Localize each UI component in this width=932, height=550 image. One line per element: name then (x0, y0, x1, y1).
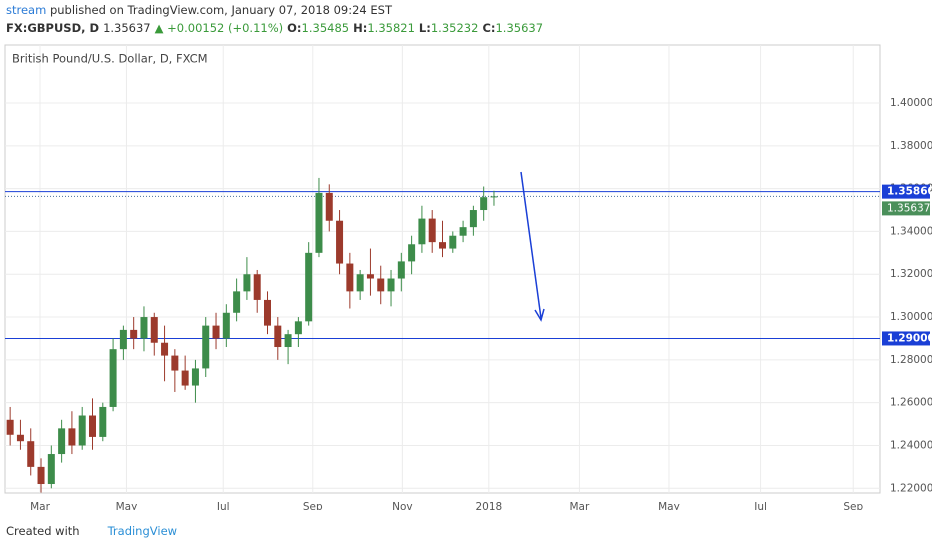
level-label: 1.35860 (887, 186, 932, 198)
symbol: FX:GBPUSD, D (6, 21, 100, 35)
candle-body (140, 317, 148, 339)
x-tick-label: 2018 (475, 501, 502, 510)
x-tick-label: Jul (753, 501, 767, 510)
close-label: C: (482, 21, 496, 35)
candle-body (16, 434, 24, 442)
candle-body (274, 325, 282, 348)
candle-body (325, 192, 333, 221)
last-price-box (882, 201, 930, 216)
candle-body (150, 317, 158, 343)
arrow-head (534, 308, 545, 322)
candle-body (439, 242, 446, 249)
x-tick-label: Jul (216, 501, 230, 510)
candle-body (428, 218, 436, 243)
change: ▲ +0.00152 (+0.11%) (154, 21, 284, 35)
close-value: 1.35637 (495, 21, 544, 35)
candle-body (294, 321, 302, 335)
x-tick-label: May (658, 501, 680, 510)
y-tick-label: 1.28000 (890, 354, 932, 366)
candle-body (356, 274, 364, 292)
candle-body (27, 441, 35, 467)
candle-body (469, 210, 477, 228)
candle-body (99, 406, 107, 437)
candle-body (191, 368, 199, 386)
candle-body (418, 218, 426, 245)
x-tick-label: Sep (843, 501, 863, 510)
candle-body (480, 197, 488, 211)
open-value: 1.35485 (301, 21, 350, 35)
chart-title: British Pound/U.S. Dollar, D, FXCM (12, 52, 208, 66)
chart: British Pound/U.S. Dollar, D, FXCM 1.220… (4, 44, 932, 510)
candle-body (366, 274, 374, 279)
candle-body (243, 274, 251, 292)
candle-body (490, 196, 498, 198)
candle-body (315, 192, 323, 253)
last-price: 1.35637 (103, 21, 151, 35)
candle-body (253, 274, 261, 300)
candle-body (181, 370, 189, 386)
high-label: H: (353, 21, 368, 35)
footer: Created with TradingView (6, 524, 177, 538)
y-tick-label: 1.34000 (890, 225, 932, 237)
brand-link[interactable]: TradingView (107, 524, 178, 538)
candle-body (377, 278, 385, 292)
candle-body (171, 355, 179, 371)
candle-body (6, 419, 14, 435)
candle-body (68, 428, 76, 446)
candle-body (130, 329, 138, 339)
candle-body (459, 227, 467, 236)
level-label-box (882, 184, 930, 199)
last-price-label: 1.35637 (887, 202, 930, 214)
y-tick-label: 1.38000 (890, 140, 932, 152)
candle-body (222, 312, 230, 339)
candle-body (202, 325, 210, 369)
publish-text: published on TradingView.com, January 07… (49, 3, 392, 17)
candle-body (212, 325, 220, 339)
candle-body (109, 349, 117, 407)
open-label: O: (287, 21, 302, 35)
candle-body (408, 244, 416, 262)
low-label: L: (418, 21, 431, 35)
x-tick-label: May (116, 501, 138, 510)
author-link[interactable]: stream (6, 3, 47, 17)
candle-body (161, 342, 169, 356)
publish-line: stream published on TradingView.com, Jan… (6, 3, 392, 17)
candle-body (58, 428, 66, 455)
x-tick-label: Nov (392, 501, 413, 510)
y-tick-label: 1.40000 (890, 97, 932, 109)
y-tick-label: 1.26000 (890, 397, 932, 409)
candle-body (78, 415, 86, 446)
candle-body (47, 454, 55, 485)
candle-body (89, 415, 96, 437)
created-with: Created with (6, 524, 80, 538)
high-value: 1.35821 (367, 21, 415, 35)
quote-line: FX:GBPUSD, D 1.35637 ▲ +0.00152 (+0.11%)… (6, 21, 543, 35)
level-label-box (882, 331, 930, 346)
x-tick-label: Mar (30, 501, 50, 510)
candle-body (397, 261, 405, 279)
candle-body (233, 291, 241, 313)
level-label: 1.29000 (887, 332, 932, 344)
candle-body (387, 278, 395, 292)
y-tick-label: 1.30000 (890, 311, 932, 323)
x-tick-label: Sep (303, 501, 323, 510)
plot-frame (4, 44, 881, 494)
candle-body (336, 220, 344, 264)
candle-body (449, 235, 457, 249)
candle-body (37, 466, 45, 485)
candle-body (119, 329, 127, 350)
candle-body (346, 263, 354, 292)
y-tick-label: 1.22000 (890, 482, 932, 494)
candle-body (305, 252, 313, 322)
x-tick-label: Mar (570, 501, 590, 510)
y-tick-label: 1.24000 (890, 439, 932, 451)
y-tick-label: 1.32000 (890, 268, 932, 280)
low-value: 1.35232 (430, 21, 479, 35)
candle-body (284, 334, 292, 348)
candle-body (264, 299, 271, 326)
